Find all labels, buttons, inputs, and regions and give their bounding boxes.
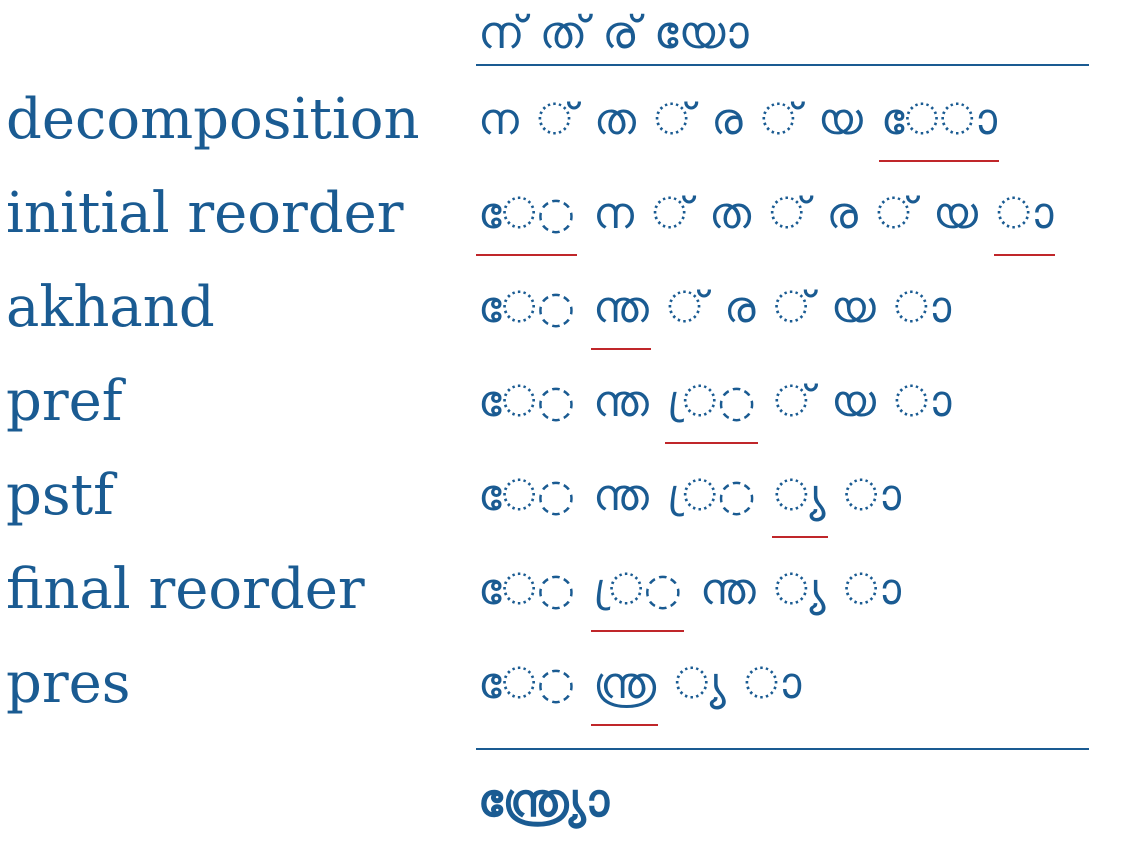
glyph: ◌ാ (893, 282, 952, 333)
step-row: pstfേ◌ ന്ത്ര◌ ◌്യ ◌ാ (0, 464, 1147, 554)
glyph-sequence: േ◌ ന്ത്ര◌ ◌്യ ◌ാ (478, 464, 919, 538)
step-label: initial reorder (6, 181, 404, 246)
glyph: േ◌ (478, 376, 576, 427)
glyph: ന്ത (593, 470, 649, 521)
glyph: േ◌ (478, 470, 576, 521)
glyph: ന (593, 188, 634, 239)
glyph: േ◌ (478, 282, 576, 333)
glyph: ◌ാ (843, 564, 901, 615)
step-label: akhand (6, 275, 215, 340)
glyph: ◌് (773, 376, 813, 427)
glyph: ◌്യ (674, 658, 726, 709)
step-label: pref (6, 369, 123, 434)
glyph: ്ര◌ (666, 470, 756, 521)
step-row: decomposition ന ◌് ത ◌് ര ◌് യേ◌ാ (0, 88, 1147, 178)
glyph: യ (830, 376, 876, 427)
glyph: ◌് (773, 282, 813, 333)
glyph-sequence: േ◌ ന്ത്ര ◌്യ ◌ാ (478, 652, 819, 726)
glyph: യ (933, 188, 978, 239)
glyph-highlighted: ◌ാ (993, 182, 1056, 256)
glyph: ത (709, 188, 752, 239)
glyph: ◌് (651, 188, 692, 239)
glyph-highlighted: ന്ത (591, 276, 651, 350)
glyph: യ (817, 94, 863, 145)
glyph-highlighted: േ◌ (475, 182, 578, 256)
step-label: pres (6, 651, 131, 716)
glyph: ◌് (769, 188, 809, 239)
glyph-sequence: േ◌ ന ◌് ത ◌് ര ◌് യ ◌ാ (475, 182, 1071, 256)
step-row: akhandേ◌ ന്ത ◌് ര ◌് യ ◌ാ (0, 276, 1147, 366)
step-label: pstf (6, 463, 114, 528)
glyph: യ (830, 282, 876, 333)
glyph: ◌് (760, 94, 800, 145)
bottom-divider (476, 748, 1089, 750)
glyph: േ◌ (478, 658, 576, 709)
step-row: presേ◌ ന്ത്ര ◌്യ ◌ാ (0, 652, 1147, 742)
glyph: ◌് (875, 188, 915, 239)
glyph: ◌ാ (893, 376, 952, 427)
glyph: ന്ത (700, 564, 756, 615)
glyph-sequence: േ◌്ര◌ ന്ത ◌്യ ◌ാ (478, 558, 919, 632)
glyph: ന (478, 94, 519, 145)
glyph: ര (826, 188, 858, 239)
glyph-highlighted: ◌്യ (771, 464, 828, 538)
glyph: ന്ത (593, 376, 649, 427)
glyph-highlighted: േ◌ാ (878, 88, 1000, 162)
step-label: decomposition (6, 87, 420, 152)
glyph-sequence: ന ◌് ത ◌് ര ◌് യേ◌ാ (478, 88, 1015, 162)
step-label: final reorder (6, 557, 365, 622)
glyph: ര (724, 282, 756, 333)
glyph: ◌് (654, 94, 694, 145)
glyph-highlighted: ്ര◌ (591, 558, 684, 632)
glyph-sequence: േ◌ ന്ത ◌് ര ◌് യ ◌ാ (478, 276, 969, 350)
glyph: ◌് (536, 94, 577, 145)
glyph: ര (711, 94, 743, 145)
glyph-highlighted: ന്ത്ര (591, 652, 659, 726)
glyph: ◌ാ (843, 470, 901, 521)
glyph: േ◌ (478, 564, 576, 615)
input-string-text: ന് ത് ര് യോ (478, 5, 749, 59)
input-string: ന് ത് ര് യോ (478, 2, 749, 62)
glyph: ◌്യ (773, 564, 826, 615)
shaped-result-text: ന്ത്ര്യോ (478, 773, 610, 827)
shaped-result: ന്ത്ര്യോ (478, 770, 609, 830)
step-row: initial reorderേ◌ ന ◌് ത ◌് ര ◌് യ ◌ാ (0, 182, 1147, 272)
glyph-sequence: േ◌ ന്ത്ര◌ ◌് യ ◌ാ (478, 370, 969, 444)
step-row: final reorderേ◌്ര◌ ന്ത ◌്യ ◌ാ (0, 558, 1147, 648)
glyph-highlighted: ്ര◌ (664, 370, 758, 444)
top-divider (476, 64, 1089, 66)
glyph: ◌ാ (743, 658, 802, 709)
glyph: ◌് (666, 282, 707, 333)
step-row: prefേ◌ ന്ത്ര◌ ◌് യ ◌ാ (0, 370, 1147, 460)
glyph: ത (594, 94, 636, 145)
